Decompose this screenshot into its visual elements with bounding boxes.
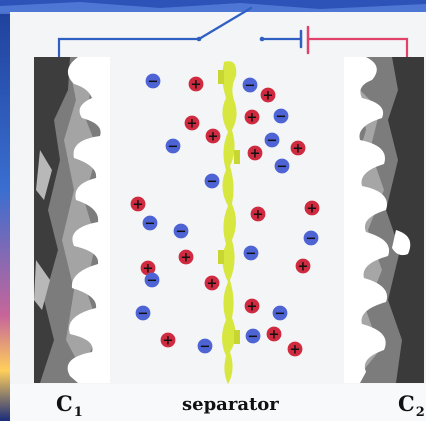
minus-sign-icon: − <box>245 79 256 94</box>
anion-ion <box>142 215 158 231</box>
anion-ion <box>135 305 151 321</box>
cation-ion <box>178 249 194 265</box>
label-c2-subscript: 2 <box>415 405 425 420</box>
cation-ion <box>140 260 156 276</box>
c2-pores <box>344 57 390 383</box>
cation-ion <box>250 206 266 222</box>
minus-sign-icon: − <box>147 274 158 289</box>
plus-sign-icon: + <box>181 251 192 266</box>
minus-sign-icon: − <box>200 340 211 355</box>
label-c1-subscript: 1 <box>73 405 83 420</box>
plus-sign-icon: + <box>133 198 144 213</box>
plus-sign-icon: + <box>187 117 198 132</box>
label-c1: C1 <box>56 391 83 421</box>
plus-sign-icon: + <box>263 89 274 104</box>
label-c1-letter: C <box>56 391 73 416</box>
cation-ion <box>184 115 200 131</box>
minus-sign-icon: − <box>168 140 179 155</box>
plus-sign-icon: + <box>191 78 202 93</box>
cation-ion <box>188 76 204 92</box>
cation-ion <box>287 341 303 357</box>
wire-left-blue <box>57 37 201 62</box>
label-strip <box>10 384 426 421</box>
label-separator: separator <box>182 394 279 415</box>
plus-sign-icon: + <box>307 202 318 217</box>
cation-ion <box>290 140 306 156</box>
anion-ion <box>245 328 261 344</box>
plus-sign-icon: + <box>290 343 301 358</box>
wire-right-red <box>306 37 409 62</box>
plus-sign-icon: + <box>247 300 258 315</box>
anion-ion <box>173 223 189 239</box>
plus-sign-icon: + <box>247 111 258 126</box>
anion-ion <box>197 338 213 354</box>
cation-ion <box>266 326 282 342</box>
plus-sign-icon: + <box>163 334 174 349</box>
minus-sign-icon: − <box>276 110 287 125</box>
circuit-wires <box>57 6 409 62</box>
anion-ion <box>242 77 258 93</box>
anion-ion <box>144 272 160 288</box>
anion-ion <box>272 305 288 321</box>
plus-sign-icon: + <box>143 262 154 277</box>
minus-sign-icon: − <box>138 307 149 322</box>
anion-ion <box>303 230 319 246</box>
label-c2: C2 <box>398 391 425 421</box>
minus-sign-icon: − <box>148 75 159 90</box>
cation-ion <box>247 145 263 161</box>
anion-ion <box>165 138 181 154</box>
anion-ion <box>204 173 220 189</box>
anion-ion <box>264 132 280 148</box>
minus-sign-icon: − <box>267 134 278 149</box>
minus-sign-icon: − <box>248 330 259 345</box>
anion-ion <box>273 108 289 124</box>
minus-sign-icon: − <box>246 247 257 262</box>
minus-sign-icon: − <box>306 232 317 247</box>
cation-ion <box>295 258 311 274</box>
plus-sign-icon: + <box>250 147 261 162</box>
electrolyte-ions: +++++++++++ ++ +++++−−−−−−−−−−−−−−−− <box>130 73 320 358</box>
minus-sign-icon: − <box>176 225 187 240</box>
cation-ion <box>204 275 220 291</box>
cation-ion <box>244 298 260 314</box>
cation-ion <box>304 200 320 216</box>
minus-sign-icon: − <box>145 217 156 232</box>
plus-sign-icon: + <box>207 277 218 292</box>
plus-sign-icon: + <box>298 260 309 275</box>
cation-ion <box>260 87 276 103</box>
anion-ion <box>145 73 161 89</box>
plus-sign-icon: + <box>269 328 280 343</box>
anion-ion <box>274 158 290 174</box>
minus-sign-icon: − <box>277 160 288 175</box>
cation-ion <box>205 128 221 144</box>
cation-ion <box>130 196 146 212</box>
separator-membrane <box>218 61 240 384</box>
plus-sign-icon: + <box>208 130 219 145</box>
plus-sign-icon: + <box>253 208 264 223</box>
cation-ion <box>244 109 260 125</box>
minus-sign-icon: − <box>275 307 286 322</box>
open-switch <box>197 6 253 41</box>
c1-pores <box>67 57 110 383</box>
label-c2-letter: C <box>398 391 415 416</box>
anion-ion <box>243 245 259 261</box>
cation-ion <box>160 332 176 348</box>
electrode-c2 <box>344 57 424 383</box>
minus-sign-icon: − <box>207 175 218 190</box>
electrode-c1 <box>34 57 110 383</box>
plus-sign-icon: + <box>293 142 304 157</box>
